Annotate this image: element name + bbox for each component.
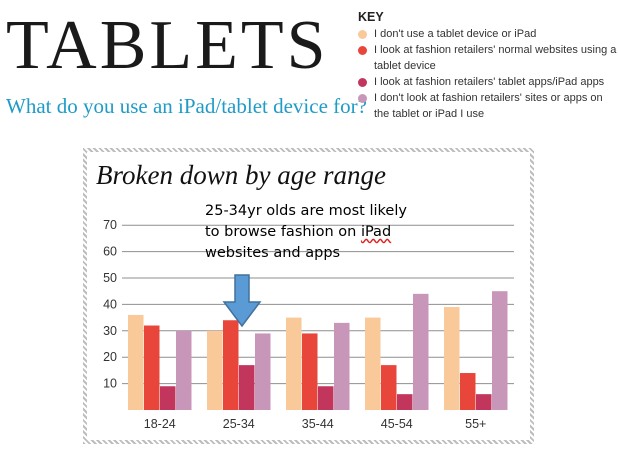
x-tick-label: 18-24 (144, 417, 176, 431)
y-tick-label: 10 (103, 377, 117, 391)
legend: KEY I don't use a tablet device or iPad … (358, 10, 618, 122)
bar (318, 386, 334, 410)
legend-label: I look at fashion retailers' tablet apps… (374, 76, 605, 88)
annotation-line: websites and apps (205, 245, 341, 261)
bar (460, 373, 476, 410)
annotation-line: to browse fashion on iPad (205, 222, 445, 243)
annotation-line: 25-34yr olds are most likely (205, 203, 407, 219)
y-tick-label: 70 (103, 218, 117, 232)
bar (286, 317, 302, 410)
legend-swatch (358, 94, 367, 103)
bar (302, 333, 318, 410)
bar (128, 314, 144, 410)
bar (207, 330, 223, 410)
bar (476, 394, 492, 410)
y-tick-label: 60 (103, 245, 117, 259)
legend-item: I look at fashion retailers' tablet apps… (358, 74, 618, 90)
bar (444, 307, 460, 410)
bar (223, 320, 239, 410)
bar (144, 325, 160, 410)
bar (381, 365, 397, 410)
legend-swatch (358, 30, 367, 39)
bar (334, 322, 350, 410)
x-tick-label: 25-34 (223, 417, 255, 431)
legend-label: I don't look at fashion retailers' sites… (374, 92, 603, 120)
y-tick-label: 30 (103, 324, 117, 338)
legend-swatch (358, 46, 367, 55)
legend-item: I look at fashion retailers' normal webs… (358, 42, 618, 74)
annotation-spellcheck-word: iPad (360, 224, 392, 240)
down-arrow-icon (222, 274, 262, 328)
bar (397, 394, 413, 410)
bar (492, 291, 508, 410)
bar (176, 330, 192, 410)
annotation-line-part: to browse fashion on (205, 224, 361, 240)
page-title: TABLETS (6, 7, 329, 84)
y-tick-label: 20 (103, 350, 117, 364)
bar (255, 333, 271, 410)
legend-label: I look at fashion retailers' normal webs… (374, 44, 617, 72)
x-tick-label: 45-54 (381, 417, 413, 431)
bar (239, 365, 255, 410)
x-tick-label: 35-44 (302, 417, 334, 431)
legend-item: I don't use a tablet device or iPad (358, 26, 618, 42)
bar (413, 293, 429, 410)
legend-label: I don't use a tablet device or iPad (374, 28, 537, 40)
x-tick-label: 55+ (465, 417, 486, 431)
chart-title: Broken down by age range (96, 160, 386, 190)
bar (365, 317, 381, 410)
legend-item: I don't look at fashion retailers' sites… (358, 90, 618, 122)
annotation-text: 25-34yr olds are most likely to browse f… (205, 201, 445, 264)
legend-swatch (358, 78, 367, 87)
page-subtitle: What do you use an iPad/tablet device fo… (6, 94, 367, 118)
bar (160, 386, 176, 410)
y-tick-label: 40 (103, 297, 117, 311)
legend-title: KEY (358, 10, 384, 24)
y-tick-label: 50 (103, 271, 117, 285)
